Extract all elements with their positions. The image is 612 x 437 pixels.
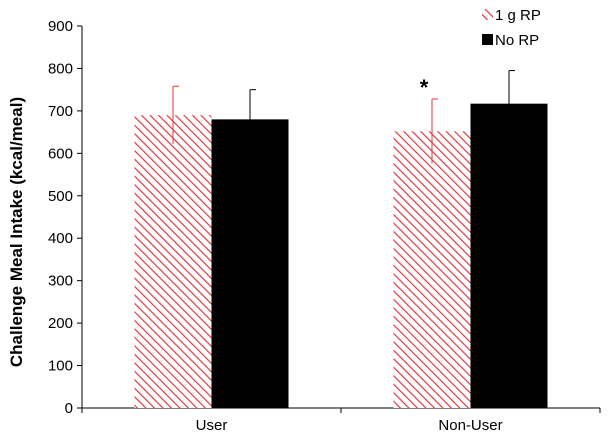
y-tick-label: 0 <box>65 400 73 417</box>
y-tick-label: 300 <box>48 273 73 290</box>
bar <box>134 115 212 408</box>
y-tick-label: 200 <box>48 315 73 332</box>
legend-swatch <box>482 34 493 45</box>
significance-annotation: * <box>420 75 429 100</box>
y-tick-label: 400 <box>48 230 73 247</box>
bars: * <box>134 70 548 409</box>
bar <box>470 103 548 408</box>
x-axis: User Non-User <box>81 407 601 434</box>
y-axis: 0 100 200 300 400 500 600 700 800 900 <box>48 18 83 417</box>
y-tick-label: 500 <box>48 188 73 205</box>
y-axis-title: Challenge Meal Intake (kcal/meal) <box>7 97 26 367</box>
y-tick-label: 700 <box>48 103 73 120</box>
y-tick-label: 600 <box>48 145 73 162</box>
x-category-label: User <box>196 417 228 434</box>
legend-label: 1 g RP <box>495 7 541 24</box>
y-tick-label: 100 <box>48 358 73 375</box>
legend: 1 g RP No RP <box>482 7 541 49</box>
legend-label: No RP <box>495 32 539 49</box>
x-category-label: Non-User <box>438 417 502 434</box>
y-tick-label: 800 <box>48 60 73 77</box>
bar <box>393 131 471 409</box>
y-tick-label: 900 <box>48 18 73 35</box>
bar <box>211 119 289 408</box>
legend-swatch <box>482 9 493 20</box>
